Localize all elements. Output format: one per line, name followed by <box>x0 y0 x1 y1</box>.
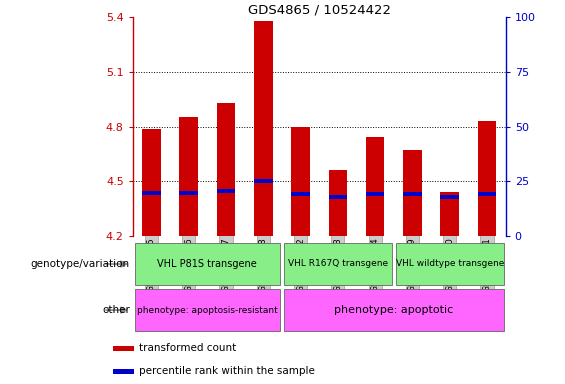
Text: genotype/variation: genotype/variation <box>31 259 130 269</box>
Bar <box>180 191 198 195</box>
Bar <box>142 129 161 236</box>
Bar <box>477 121 496 236</box>
Bar <box>134 243 280 285</box>
Bar <box>403 192 421 196</box>
Bar <box>292 192 310 196</box>
Bar <box>441 192 459 236</box>
Bar <box>142 191 161 195</box>
Text: VHL wildtype transgene: VHL wildtype transgene <box>396 260 504 268</box>
Text: VHL R167Q transgene: VHL R167Q transgene <box>288 260 388 268</box>
Bar <box>112 346 134 351</box>
Bar <box>217 189 236 194</box>
Bar <box>477 192 496 196</box>
Text: transformed count: transformed count <box>139 343 236 353</box>
Bar <box>217 103 236 236</box>
Bar <box>329 195 347 199</box>
Bar <box>441 195 459 199</box>
Bar <box>134 289 280 331</box>
Text: VHL P81S transgene: VHL P81S transgene <box>158 259 257 269</box>
Bar <box>112 369 134 374</box>
Bar <box>254 21 273 236</box>
Bar <box>403 149 421 236</box>
Bar <box>329 170 347 236</box>
Bar <box>396 243 504 285</box>
Bar <box>284 289 504 331</box>
Text: other: other <box>102 305 130 315</box>
Text: phenotype: apoptosis-resistant: phenotype: apoptosis-resistant <box>137 306 278 314</box>
Bar <box>366 192 384 196</box>
Bar <box>284 243 392 285</box>
Bar <box>366 137 384 236</box>
Bar <box>180 117 198 236</box>
Bar <box>292 127 310 236</box>
Bar <box>254 179 273 182</box>
Text: percentile rank within the sample: percentile rank within the sample <box>139 366 315 376</box>
Title: GDS4865 / 10524422: GDS4865 / 10524422 <box>247 3 391 16</box>
Text: phenotype: apoptotic: phenotype: apoptotic <box>334 305 454 315</box>
